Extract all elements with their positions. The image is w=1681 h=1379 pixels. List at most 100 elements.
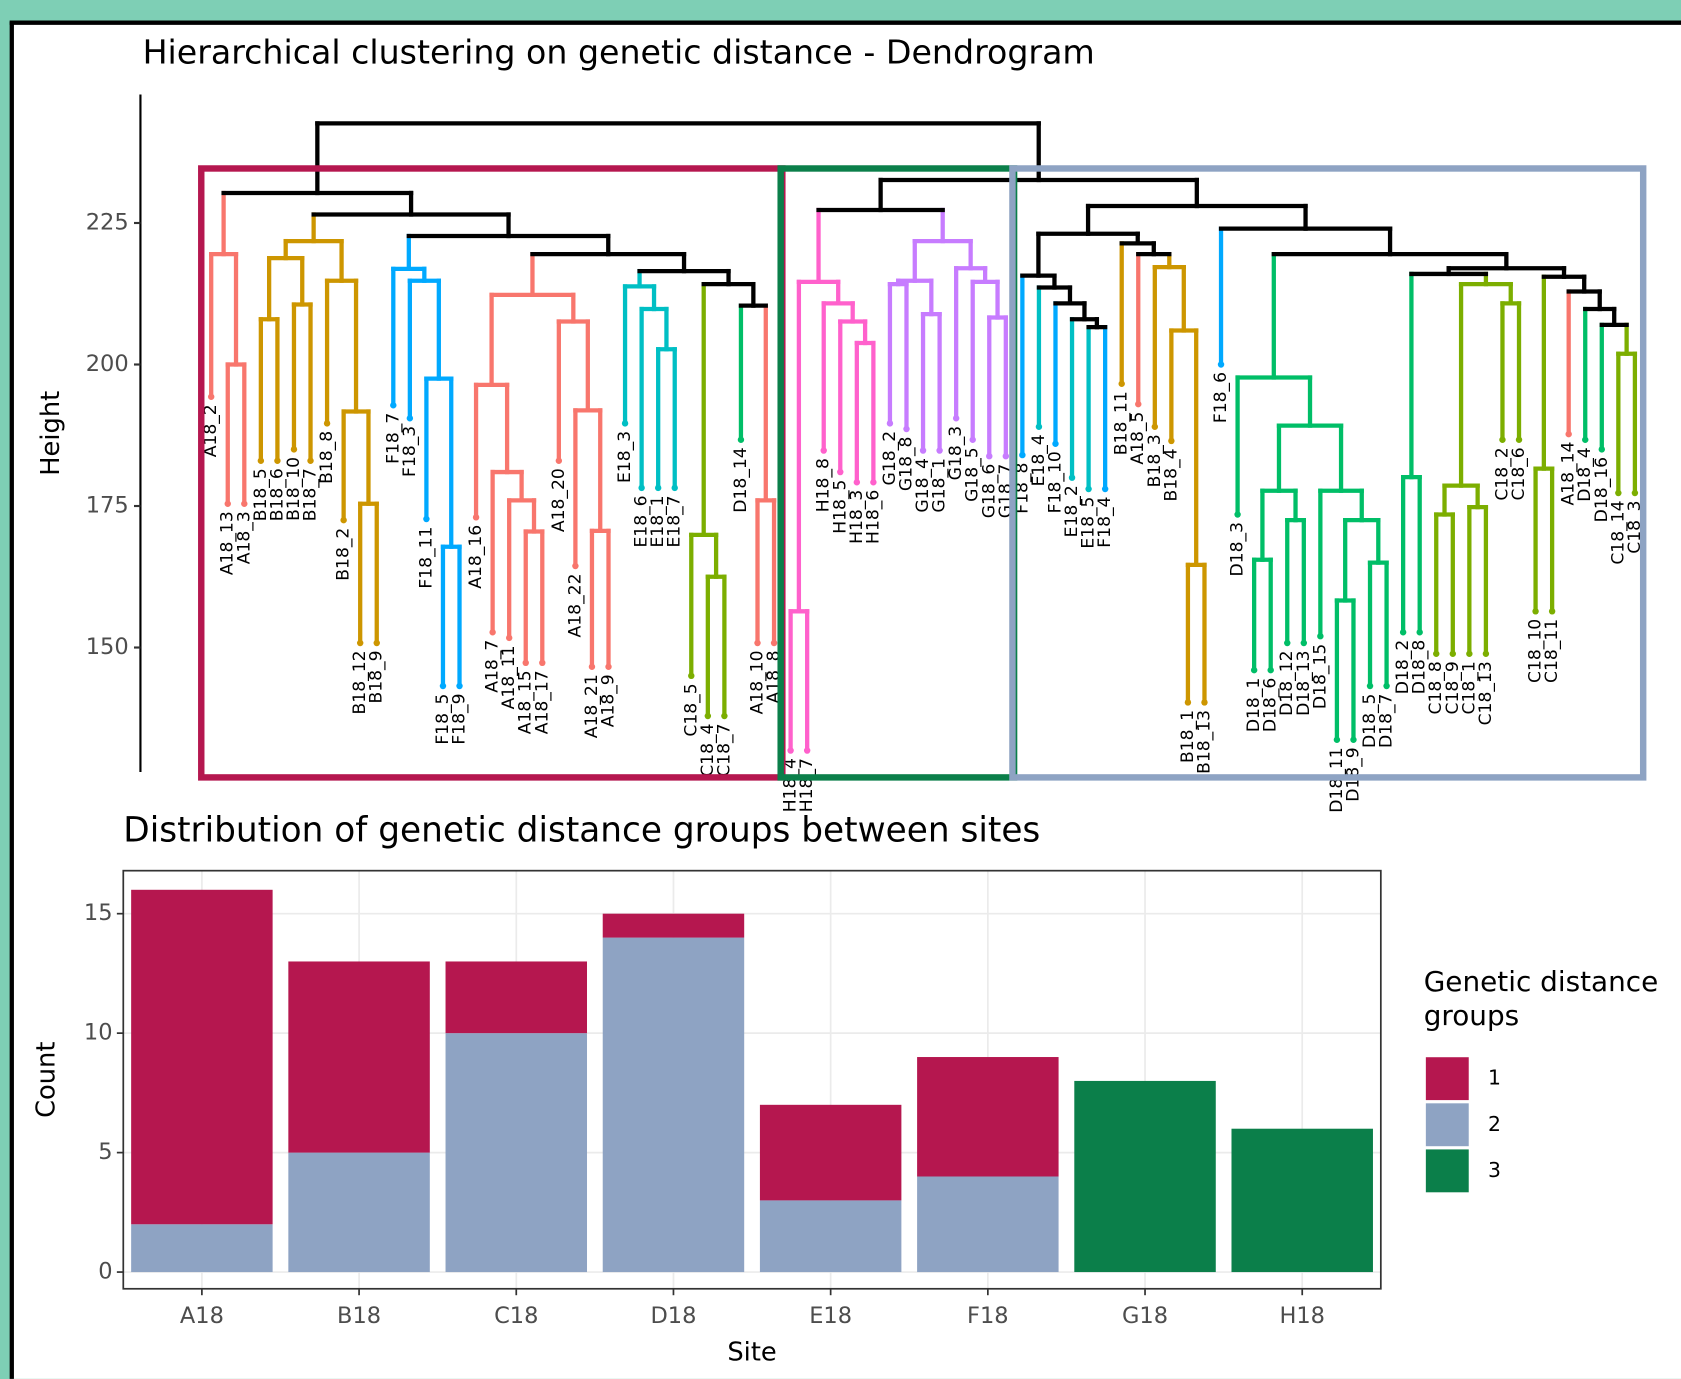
leaf-label: C18_14 [1608,500,1628,564]
bar-segment [602,913,745,938]
leaf-label: A18_17 [532,670,552,734]
leaf-label: D18_7 [1377,694,1397,749]
legend-label: 2 [1488,1112,1501,1136]
bar-segment [1074,1080,1216,1273]
leaf-label: B18_2 [334,528,354,581]
bar-segment [445,961,588,1034]
leaf-label: C18_4 [698,724,718,777]
y-tick-label: 200 [86,351,129,377]
leaf-label: H18_7 [797,758,817,812]
bar-segment [131,1224,273,1273]
leaf-label: H18_5 [830,480,850,534]
leaf-label: B18_7 [301,468,321,521]
x-tick-label: D18 [650,1303,696,1329]
leaf-label: G18_6 [979,464,999,519]
leaf-label: E18_3 [615,431,635,483]
bar-segment [759,1200,902,1273]
y-axis-title: Count [32,1042,62,1118]
leaf-label: F18_6 [1211,372,1231,423]
chart-title: Hierarchical clustering on genetic dista… [143,32,1095,71]
leaf-label: C18_13 [1476,661,1496,725]
bar-segment [445,1033,588,1273]
legend-title-box: Genetic distance groups [1423,966,1659,1033]
leaf-label: D18_5 [1360,694,1380,749]
leaf-label: C18_8 [1426,661,1446,714]
leaf-label: A18_15 [516,670,536,734]
leaf-label: D18_8 [1410,640,1430,695]
x-tick-label: F18 [967,1303,1009,1329]
y-tick-label: 10 [84,1020,113,1046]
leaf-label: F18_4 [1095,497,1115,548]
leaf-label: B18_5 [251,468,271,521]
leaf-label: D18_1 [1244,678,1264,733]
leaf-label: F18_8 [1012,463,1032,514]
x-axis-title: Site [727,1338,776,1368]
y-tick-label: 5 [98,1139,112,1165]
leaf-label: C18_11 [1542,619,1562,683]
leaf-label: A18_5 [1128,412,1148,465]
leaf-label: F18_11 [416,527,436,589]
legend-label: 3 [1488,1158,1501,1182]
legend-title: Genetic distance groups [1423,966,1659,1033]
leaf-label: D18_14 [731,447,751,512]
leaf-label: A18_20 [549,468,569,532]
leaf-label: H18_4 [781,758,801,812]
leaf-label: A18_3 [234,511,254,564]
leaf-label: B18_11 [1112,391,1132,455]
leaf-label: E18_7 [665,495,685,547]
leaf-label: A18_11 [499,645,519,709]
leaf-label: E18_4 [1029,434,1049,486]
leaf-label: G18_1 [930,458,950,513]
leaf-label: H18_3 [847,490,867,544]
leaf-label: A18_9 [599,674,619,727]
legend-key [1425,1057,1469,1101]
leaf-label: E18_1 [648,495,668,547]
leaf-label: B18_13 [1194,710,1214,774]
leaf-label: A18_14 [1559,442,1579,506]
leaf-label: G18_2 [880,431,900,486]
bar-segment [917,1176,1059,1273]
leaf-label: D18_4 [1575,447,1595,502]
legend-key [1425,1149,1469,1193]
leaf-label: B18_3 [1145,434,1165,487]
leaf-label: A18_7 [483,640,503,693]
leaf-label: E18_2 [1062,485,1082,537]
bar-segment [602,937,745,1273]
x-tick-label: A18 [180,1303,224,1329]
cluster-box [1009,165,1647,781]
leaf-label: D18_2 [1393,640,1413,695]
leaf-label: D18_15 [1310,644,1330,709]
bar-segment [131,889,273,1225]
leaf-label: B18_10 [284,457,304,521]
leaf-label: D18_6 [1261,678,1281,733]
x-tick-label: E18 [809,1303,852,1329]
x-tick-label: C18 [494,1303,538,1329]
leaf-label: B18_9 [367,650,387,703]
leaf-label: F18_5 [433,694,453,745]
leaf-label: C18_5 [681,683,701,736]
chart-title: Distribution of genetic distance groups … [123,811,1040,851]
leaf-label: E18_5 [1079,497,1099,549]
legend-key [1425,1103,1469,1147]
bar-segment [1231,1128,1373,1273]
leaf-label: D18_3 [1228,522,1248,577]
leaf-label: D18_12 [1277,650,1297,715]
y-axis-title: Height [36,391,66,476]
y-tick-label: 150 [86,634,129,660]
leaf-label: C18_10 [1526,619,1546,683]
leaf-label: A18_22 [565,574,585,638]
leaf-label: A18_16 [466,525,486,589]
leaf-label: A18_10 [748,650,768,714]
leaf-label: G18_8 [896,437,916,492]
leaf-label: C18_9 [1443,661,1463,714]
leaf-label: C18_2 [1492,447,1512,500]
leaf-label: G18_3 [946,426,966,481]
y-tick-label: 0 [98,1259,112,1285]
leaf-label: B18_1 [1178,710,1198,763]
y-tick-label: 15 [84,900,113,926]
leaf-label: H18_6 [863,490,883,544]
leaf-label: H18_8 [814,458,834,512]
leaf-label: C18_6 [1509,447,1529,500]
panel-border [122,869,1382,1290]
